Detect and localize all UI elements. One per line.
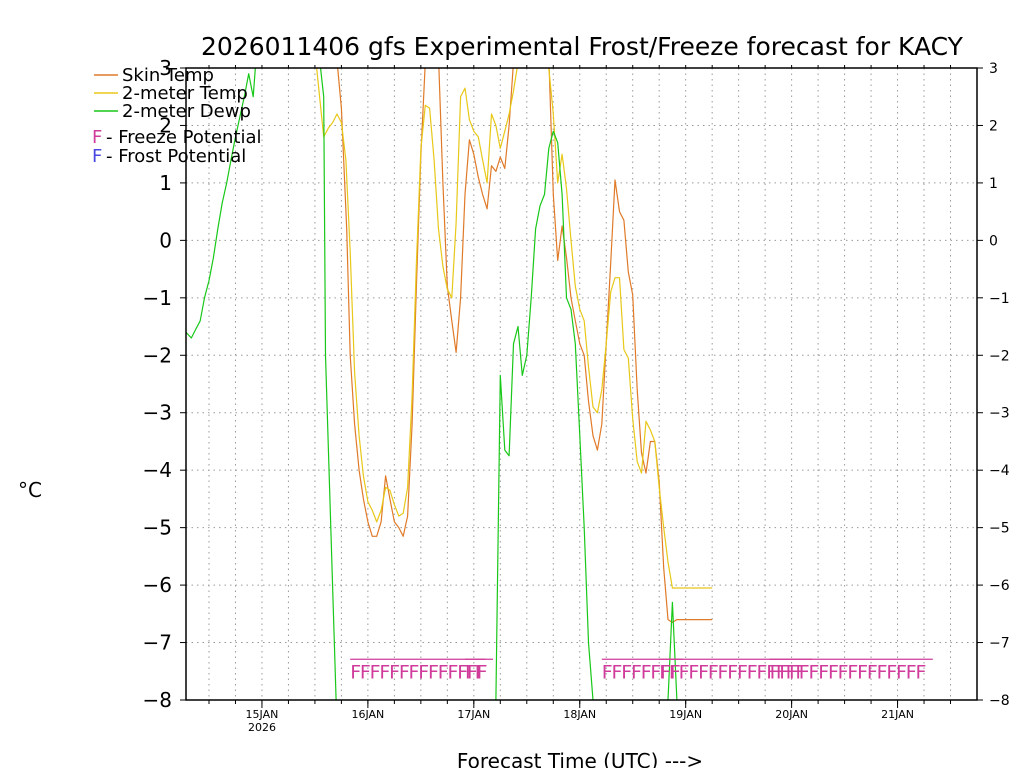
y-tick-label-right: −1 — [989, 291, 1010, 307]
freeze-potential-marker: FFFFFFFFFFFFFF — [350, 661, 486, 683]
freeze-potential-marker: FF — [465, 661, 485, 683]
x-tick-label: 16JAN — [351, 708, 384, 721]
x-tick-label: 17JAN — [457, 708, 490, 721]
y-tick-label: −7 — [143, 631, 172, 655]
x-tick-label: 20JAN — [775, 708, 808, 721]
series-line-2-meter-dewp — [186, 68, 678, 700]
plot-frame — [185, 67, 978, 701]
y-tick-label: 2 — [159, 113, 172, 137]
y-tick-label: 1 — [159, 171, 172, 195]
y-tick-label-right: −7 — [989, 636, 1010, 652]
y-tick-label-right: 0 — [989, 233, 998, 249]
y-tick-label: −8 — [143, 688, 172, 712]
legend-label: - Freeze Potential — [106, 127, 262, 148]
legend-label: 2-meter Dewp — [122, 101, 251, 122]
y-tick-label-right: −3 — [989, 406, 1010, 422]
freeze-potential-marker: FFFFFFFF — [602, 661, 680, 683]
potential-markers: FFFFFFFFFFFFFFFF FFFFFFFFFFFFFFFFFFFFFFFF… — [350, 658, 933, 683]
y-tick-label-right: 1 — [989, 176, 998, 192]
x-tick-label: 15JAN — [246, 708, 279, 721]
y-tick-label: −3 — [143, 401, 172, 425]
legend-label: 2-meter Temp — [122, 83, 248, 104]
y-tick-label: −1 — [143, 286, 172, 310]
y-tick-label-right: 2 — [989, 118, 998, 134]
y-tick-label: −4 — [143, 458, 172, 482]
series-line-skin-temp — [337, 68, 713, 624]
chart-title: 2026011406 gfs Experimental Frost/Freeze… — [201, 32, 964, 61]
y-axis-label: °C — [18, 478, 42, 502]
y-tick-label: 3 — [159, 56, 172, 80]
x-tick-label: 21JAN — [881, 708, 914, 721]
x-axis-label: Forecast Time (UTC) ---> — [457, 749, 703, 768]
legend-symbol: F — [92, 127, 102, 148]
x-tick-label: 19JAN — [669, 708, 702, 721]
y-tick-label-right: −2 — [989, 348, 1010, 364]
y-tick-label: 0 — [159, 228, 172, 252]
freeze-potential-marker: FFFFFFFFFFFFFFF — [659, 661, 805, 683]
y-tick-label-right: −8 — [989, 693, 1010, 709]
y-tick-label: −2 — [143, 343, 172, 367]
series-layer — [186, 68, 713, 700]
x-tick-label: 18JAN — [563, 708, 596, 721]
series-line-2-meter-temp — [316, 68, 713, 589]
y-tick-label-right: −4 — [989, 463, 1010, 479]
y-tick-label: −5 — [143, 516, 172, 540]
axes: −8 −8 −7 −7 −6 −6 −5 −5 −4 −4 −3 −3 −2 −2 −1 −1 0 0 1 1 2 2 3 3… — [143, 56, 1010, 734]
legend-label: - Frost Potential — [106, 146, 246, 167]
y-tick-label-right: −6 — [989, 578, 1010, 594]
x-tick-sublabel: 2026 — [248, 721, 276, 734]
y-tick-label: −6 — [143, 573, 172, 597]
y-tick-label-right: 3 — [989, 61, 998, 77]
grid-lines — [186, 68, 977, 700]
legend-label: Skin Temp — [122, 65, 214, 86]
freeze-potential-marker: FFFFFFFFFFFFFFFF — [770, 661, 926, 683]
legend-symbol: F — [92, 146, 102, 167]
y-tick-label-right: −5 — [989, 521, 1010, 537]
